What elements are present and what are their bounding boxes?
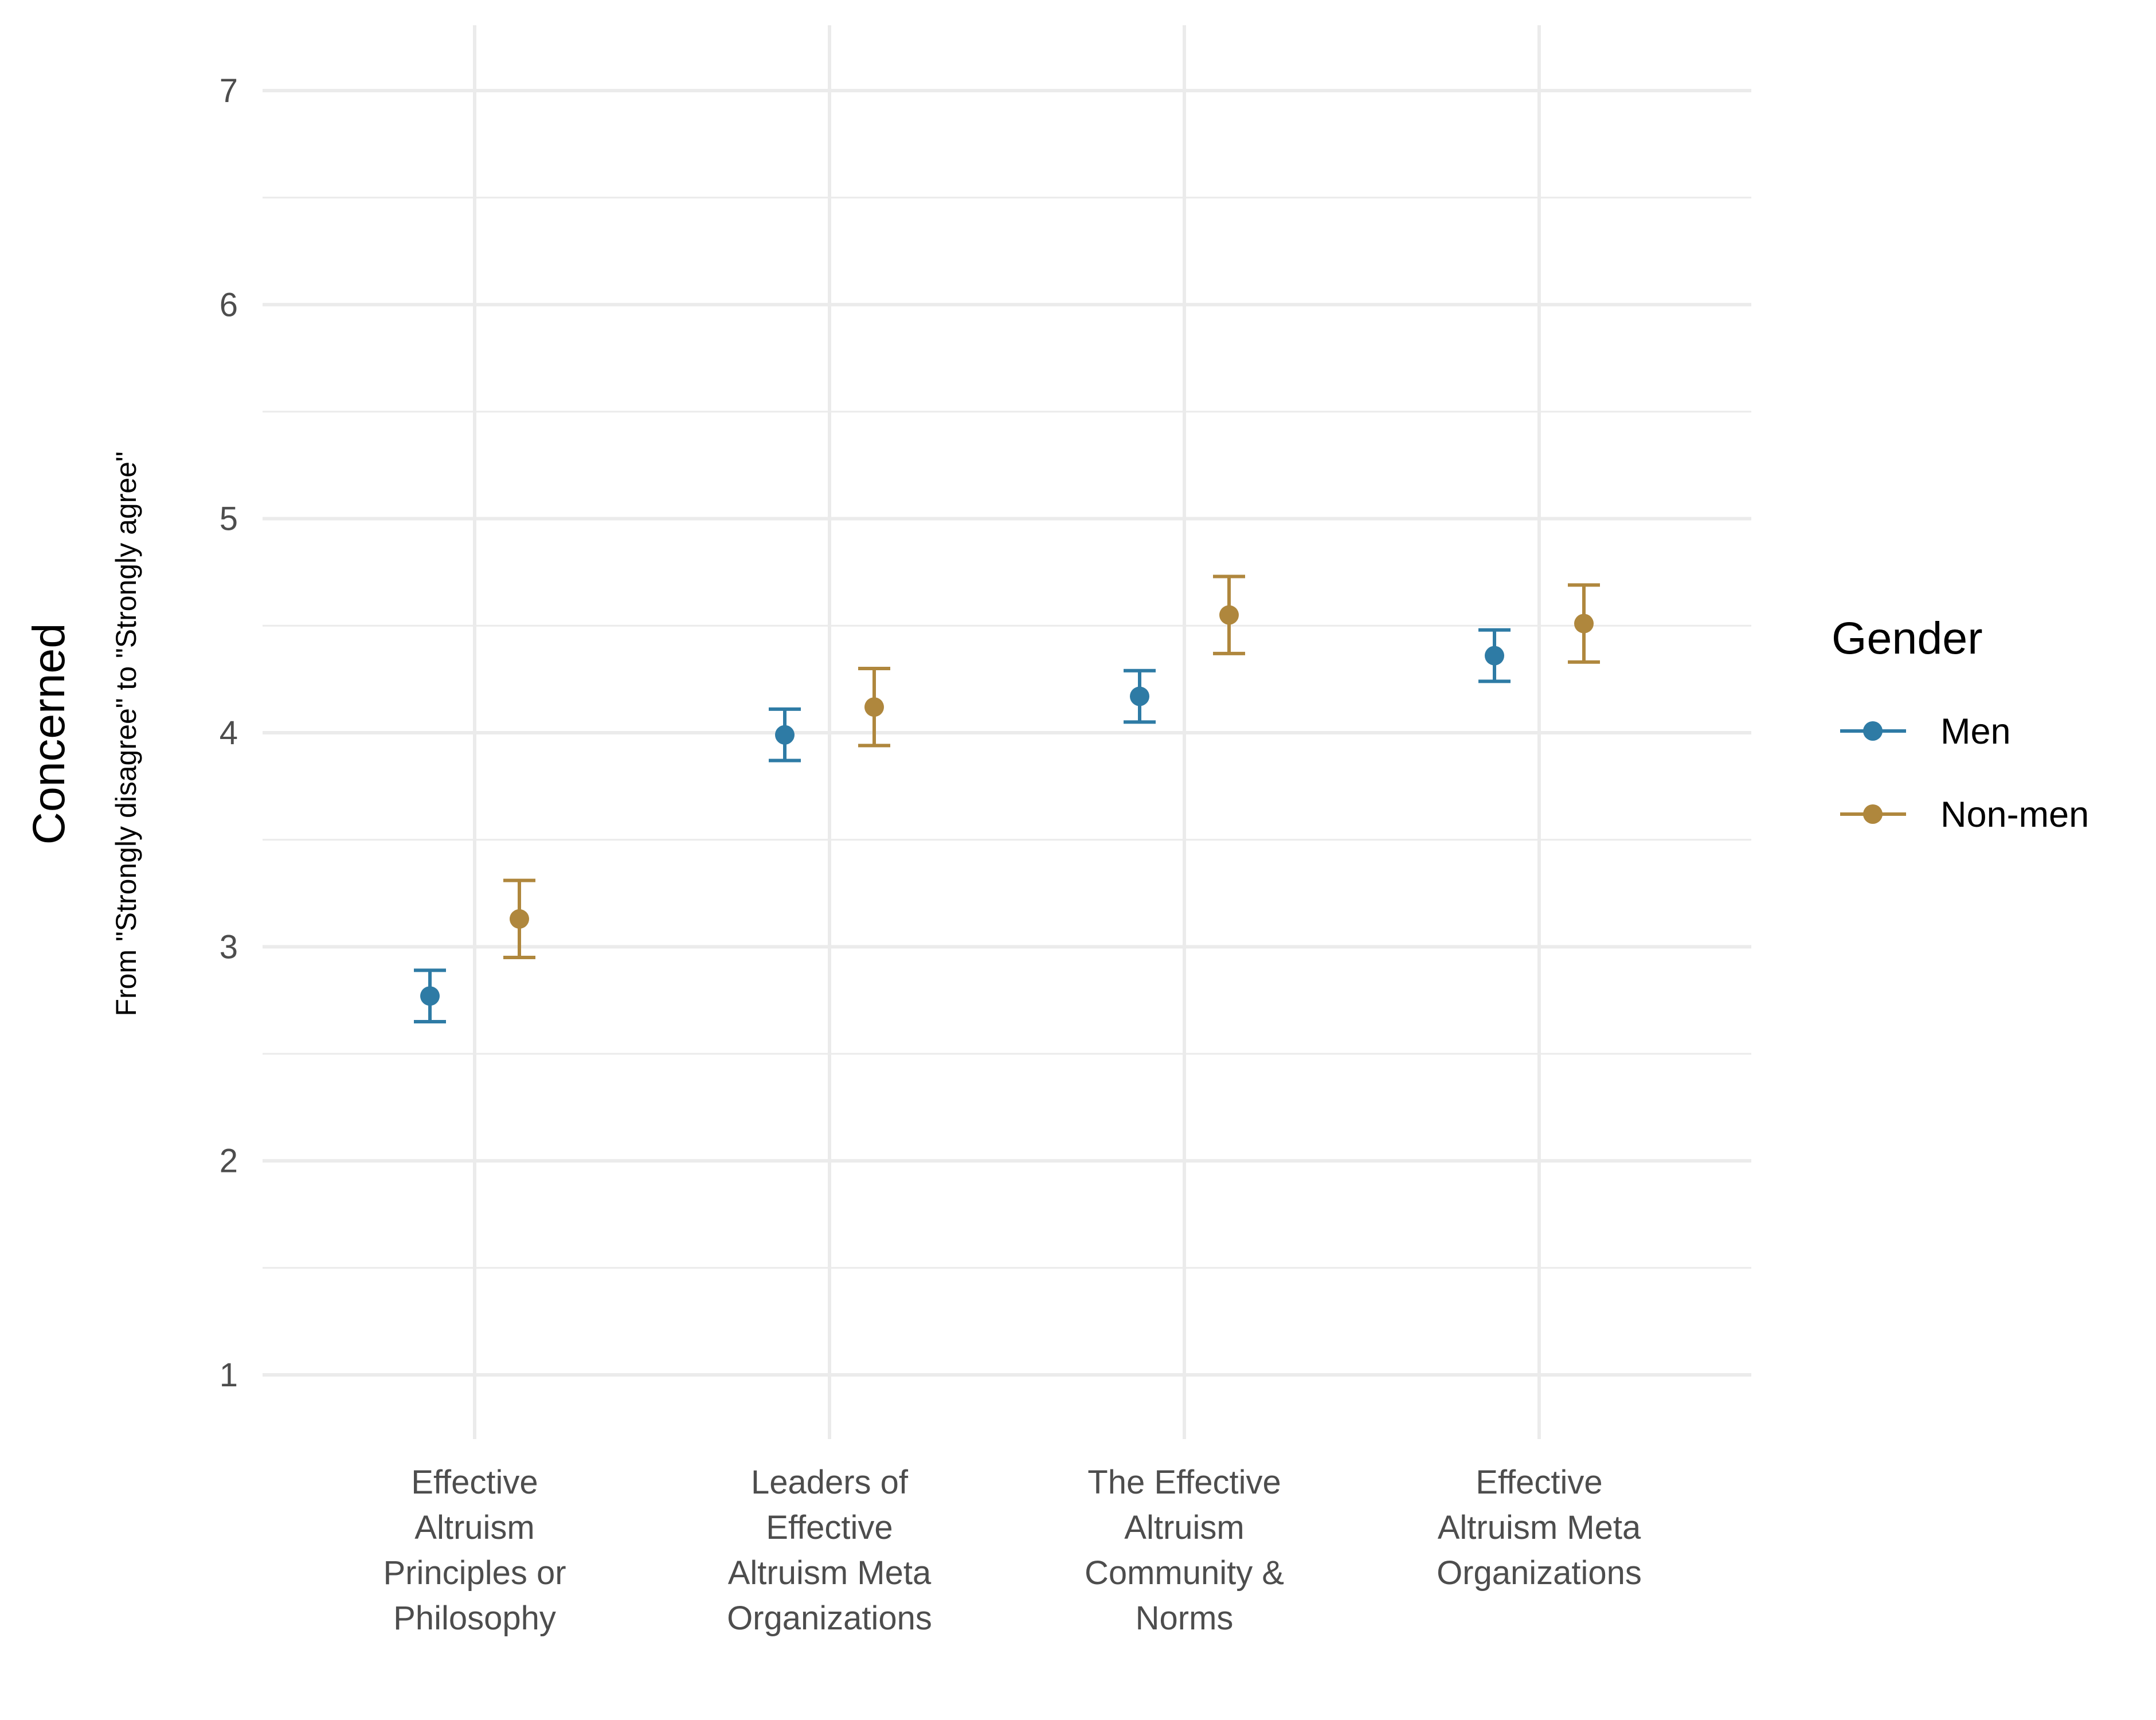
point-group — [769, 707, 801, 763]
legend: Gender Men Non-men — [1832, 612, 2089, 835]
legend-label: Men — [1940, 712, 2011, 752]
legend-label: Non-men — [1940, 795, 2089, 835]
data-points — [414, 574, 1600, 1023]
gridlines — [263, 25, 1751, 1439]
y-axis-title: Concerned — [23, 623, 74, 845]
data-point — [775, 725, 795, 745]
y-axis-title-group: Concerned From "Strongly disagree" to "S… — [23, 451, 142, 1016]
legend-title: Gender — [1832, 612, 1983, 663]
legend-item: Non-men — [1840, 795, 2089, 835]
x-tick-label: The Effective Altruism Community & Norms — [1085, 1464, 1284, 1637]
y-tick-label: 3 — [220, 928, 238, 965]
y-tick-label: 7 — [220, 72, 238, 110]
y-axis-tick-labels: 1 2 3 4 5 6 7 — [220, 72, 238, 1394]
point-group — [503, 878, 535, 959]
x-tick-label-line: Philosophy — [393, 1600, 556, 1637]
y-tick-label: 2 — [220, 1143, 238, 1180]
x-tick-label-line: Principles or — [383, 1554, 566, 1592]
x-tick-label-line: Altruism — [1124, 1509, 1244, 1546]
x-axis-tick-labels: Effective Altruism Principles or Philosophy… — [383, 1464, 1641, 1637]
x-tick-label-line: Altruism — [414, 1509, 534, 1546]
y-tick-label: 4 — [220, 714, 238, 752]
point-group — [1568, 583, 1600, 664]
point-group — [1213, 574, 1245, 655]
legend-key-point — [1863, 804, 1883, 824]
x-tick-label-line: Leaders of — [751, 1464, 909, 1501]
x-tick-label: Effective Altruism Meta Organizations — [1437, 1464, 1642, 1592]
data-point — [1219, 605, 1239, 625]
data-point — [420, 986, 440, 1006]
point-group — [1478, 628, 1511, 683]
y-tick-label: 5 — [220, 501, 238, 538]
x-tick-label-line: Organizations — [727, 1600, 932, 1637]
x-tick-label: Leaders of Effective Altruism Meta Organiza… — [727, 1464, 932, 1637]
x-tick-label: Effective Altruism Principles or Philosophy — [383, 1464, 566, 1637]
y-axis-subtitle: From "Strongly disagree" to "Strongly ag… — [110, 451, 142, 1016]
point-group — [858, 667, 890, 748]
point-group — [1124, 669, 1156, 724]
data-point — [1574, 613, 1594, 634]
x-tick-label-line: Effective — [766, 1509, 893, 1546]
x-tick-label-line: Altruism Meta — [728, 1554, 932, 1592]
x-tick-label-line: Altruism Meta — [1438, 1509, 1641, 1546]
y-tick-label: 1 — [220, 1357, 238, 1394]
point-group — [414, 968, 446, 1023]
data-point — [510, 909, 529, 929]
legend-item: Men — [1840, 712, 2011, 752]
x-tick-label-line: Organizations — [1437, 1554, 1642, 1592]
x-tick-label-line: Community & — [1085, 1554, 1284, 1592]
data-point — [1130, 686, 1149, 706]
x-tick-label-line: Norms — [1136, 1600, 1234, 1637]
data-point — [1485, 646, 1504, 666]
x-tick-label-line: Effective — [1476, 1464, 1602, 1501]
x-tick-label-line: The Effective — [1087, 1464, 1281, 1501]
x-tick-label-line: Effective — [411, 1464, 538, 1501]
y-tick-label: 6 — [220, 286, 238, 323]
data-point — [864, 697, 884, 717]
legend-key-point — [1863, 721, 1883, 741]
